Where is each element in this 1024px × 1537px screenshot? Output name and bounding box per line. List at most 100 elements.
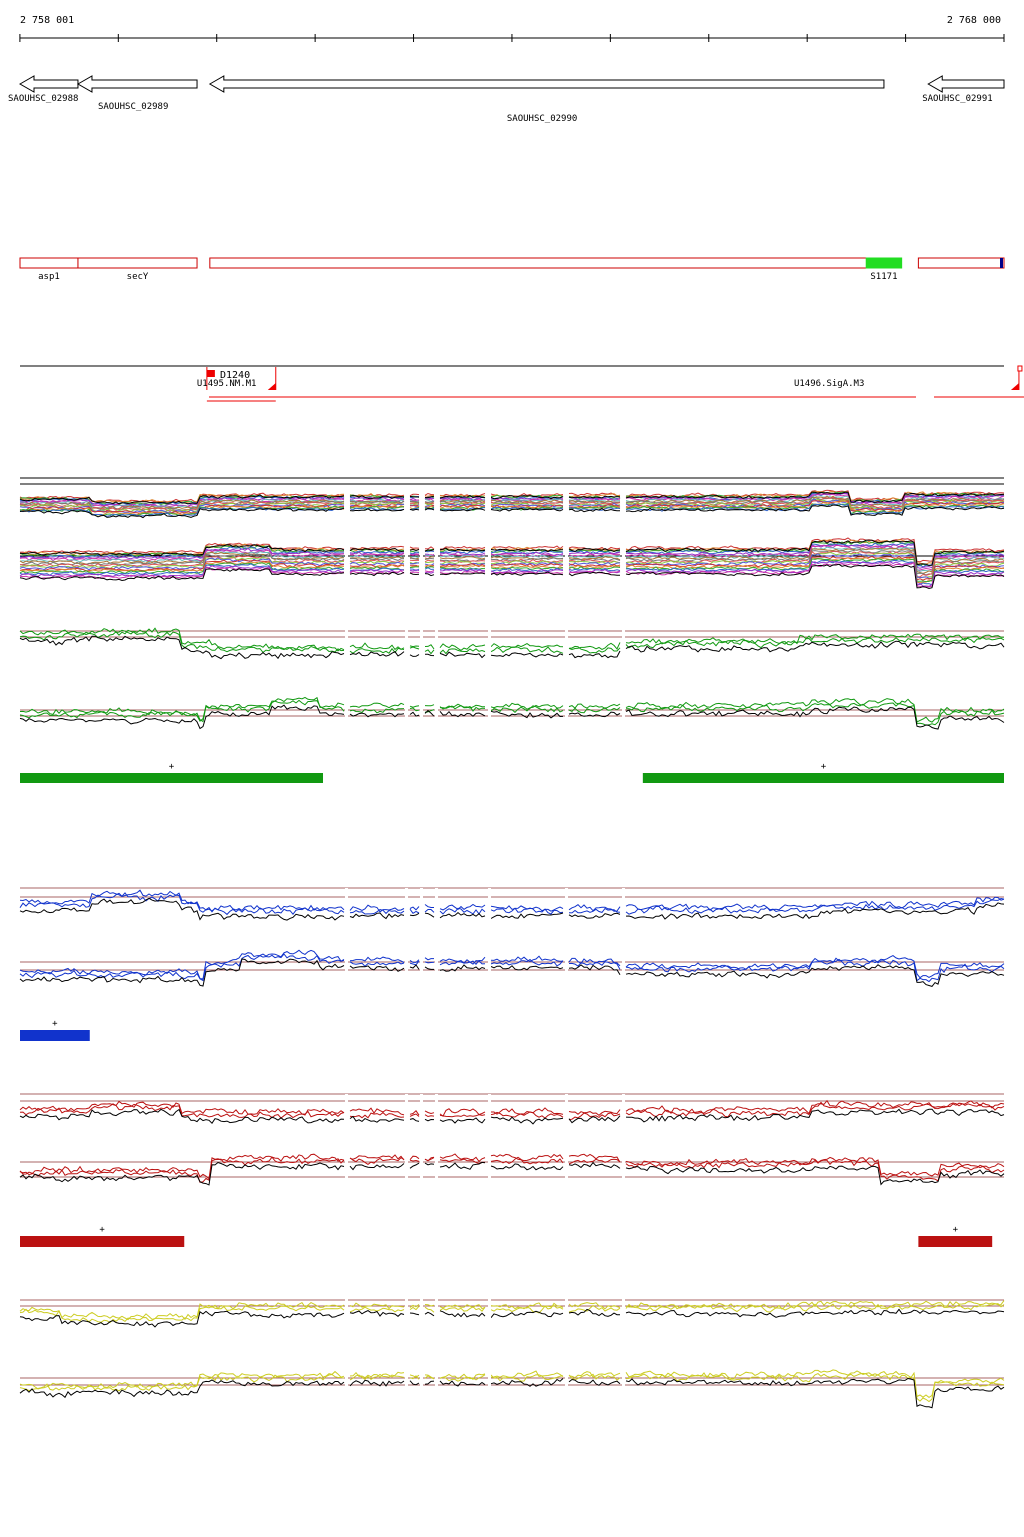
annotation-box[interactable] bbox=[209, 257, 885, 269]
coverage-gap bbox=[405, 958, 408, 996]
coverage-gap bbox=[345, 1156, 348, 1194]
coverage-gap bbox=[420, 1371, 423, 1409]
coverage-gap bbox=[345, 1296, 348, 1334]
gene-arrow[interactable] bbox=[208, 75, 885, 93]
segment-strand-label: + bbox=[52, 1019, 58, 1029]
coverage-gap bbox=[405, 1094, 408, 1132]
signal-trace bbox=[19, 897, 1005, 921]
signal-trace bbox=[20, 495, 1005, 510]
coverage-gap bbox=[405, 1156, 408, 1194]
coverage-gap bbox=[345, 1371, 348, 1409]
annotation-track: asp1 secY S1171 bbox=[19, 257, 1005, 282]
annotation-end-marker bbox=[1000, 258, 1003, 268]
signal-trace bbox=[19, 539, 1005, 566]
segment-strand-label: + bbox=[99, 1225, 105, 1235]
coverage-gap bbox=[435, 888, 438, 926]
coverage-gap bbox=[420, 485, 423, 518]
expression-signal-tracks bbox=[19, 477, 1005, 1409]
gene-label: SAOUHSC_02990 bbox=[507, 114, 577, 124]
segment-bar-blue[interactable] bbox=[20, 1030, 90, 1041]
coverage-gap bbox=[405, 540, 408, 584]
coverage-gap bbox=[345, 888, 348, 926]
gene-label: SAOUHSC_02989 bbox=[98, 102, 168, 112]
coverage-gap bbox=[565, 698, 568, 736]
signal-trace bbox=[19, 1099, 1005, 1117]
coverage-gap bbox=[435, 958, 438, 996]
coverage-gap bbox=[488, 1296, 491, 1334]
gene-label: SAOUHSC_02988 bbox=[8, 94, 78, 104]
signal-trace bbox=[19, 546, 1005, 572]
signal-trace bbox=[19, 958, 1005, 987]
coverage-gap bbox=[405, 698, 408, 736]
gene-arrow[interactable] bbox=[76, 75, 198, 93]
coverage-gap bbox=[435, 485, 438, 518]
coordinate-ruler: 2 758 001 2 768 000 bbox=[19, 15, 1005, 42]
segment-bars: + + + + + bbox=[20, 762, 1004, 1247]
coverage-gap bbox=[435, 1371, 438, 1409]
coverage-gap bbox=[420, 698, 423, 736]
coverage-gap bbox=[435, 698, 438, 736]
transcript-marker-label: D1240 bbox=[220, 370, 250, 381]
paired-signal-panel-red bbox=[19, 1093, 1005, 1132]
signal-trace bbox=[19, 542, 1005, 568]
annotation-box[interactable] bbox=[19, 257, 79, 269]
coverage-gap bbox=[345, 540, 348, 584]
coverage-gap bbox=[345, 958, 348, 996]
gene-label: SAOUHSC_02991 bbox=[922, 94, 992, 104]
signal-trace bbox=[19, 491, 1005, 505]
paired-signal-panel-green bbox=[19, 619, 1005, 660]
coverage-gap bbox=[435, 1296, 438, 1334]
coverage-gap bbox=[565, 485, 568, 518]
signal-trace bbox=[19, 563, 1005, 590]
gene-arrow[interactable] bbox=[927, 75, 1005, 93]
signal-trace bbox=[19, 504, 1005, 519]
coverage-gap bbox=[622, 958, 625, 996]
paired-signal-panel-blue bbox=[19, 949, 1005, 996]
signal-trace bbox=[19, 1300, 1005, 1321]
ruler-start-label: 2 758 001 bbox=[20, 15, 74, 26]
coverage-gap bbox=[488, 540, 491, 584]
multi-sample-panel bbox=[19, 537, 1005, 590]
coverage-gap bbox=[488, 619, 491, 657]
coverage-gap bbox=[622, 1296, 625, 1334]
paired-signal-panel-green bbox=[19, 696, 1005, 736]
paired-signal-panel-blue bbox=[19, 887, 1005, 926]
signal-trace bbox=[19, 699, 1005, 726]
coverage-gap bbox=[565, 888, 568, 926]
segment-bar-red[interactable] bbox=[918, 1236, 993, 1247]
signal-trace bbox=[19, 892, 1005, 916]
annotation-box[interactable] bbox=[917, 257, 1005, 269]
segment-bar-red[interactable] bbox=[20, 1236, 185, 1247]
coverage-gap bbox=[435, 619, 438, 657]
signal-trace bbox=[19, 1369, 1005, 1399]
annotation-box[interactable] bbox=[77, 257, 198, 269]
transcript-track: D1240 U1495.NM.M1 U1496.SigA.M3 bbox=[20, 365, 1024, 402]
signal-trace bbox=[19, 629, 1005, 655]
segment-bar-green[interactable] bbox=[20, 773, 324, 783]
coverage-gap bbox=[622, 698, 625, 736]
annotation-box[interactable] bbox=[865, 257, 903, 269]
signal-trace bbox=[19, 1156, 1005, 1183]
coverage-gap bbox=[420, 619, 423, 657]
signal-trace bbox=[19, 1108, 1005, 1125]
segment-bar-green[interactable] bbox=[642, 773, 1004, 783]
paired-signal-panel-yellow bbox=[19, 1296, 1005, 1334]
annotation-label: S1171 bbox=[870, 272, 897, 282]
coverage-gap bbox=[488, 1371, 491, 1409]
coverage-gap bbox=[565, 958, 568, 996]
paired-signal-panel-red bbox=[19, 1153, 1005, 1194]
coverage-gap bbox=[435, 1094, 438, 1132]
coverage-gap bbox=[405, 1296, 408, 1334]
coverage-gap bbox=[420, 1094, 423, 1132]
coverage-gap bbox=[565, 1094, 568, 1132]
signal-trace bbox=[19, 1377, 1005, 1409]
coverage-gap bbox=[405, 888, 408, 926]
gene-arrow[interactable] bbox=[18, 75, 79, 93]
coverage-gap bbox=[420, 1296, 423, 1334]
coverage-gap bbox=[345, 698, 348, 736]
coverage-gap bbox=[622, 619, 625, 657]
coverage-gap bbox=[622, 1156, 625, 1194]
signal-trace bbox=[19, 635, 1005, 660]
signal-trace bbox=[19, 949, 1005, 980]
